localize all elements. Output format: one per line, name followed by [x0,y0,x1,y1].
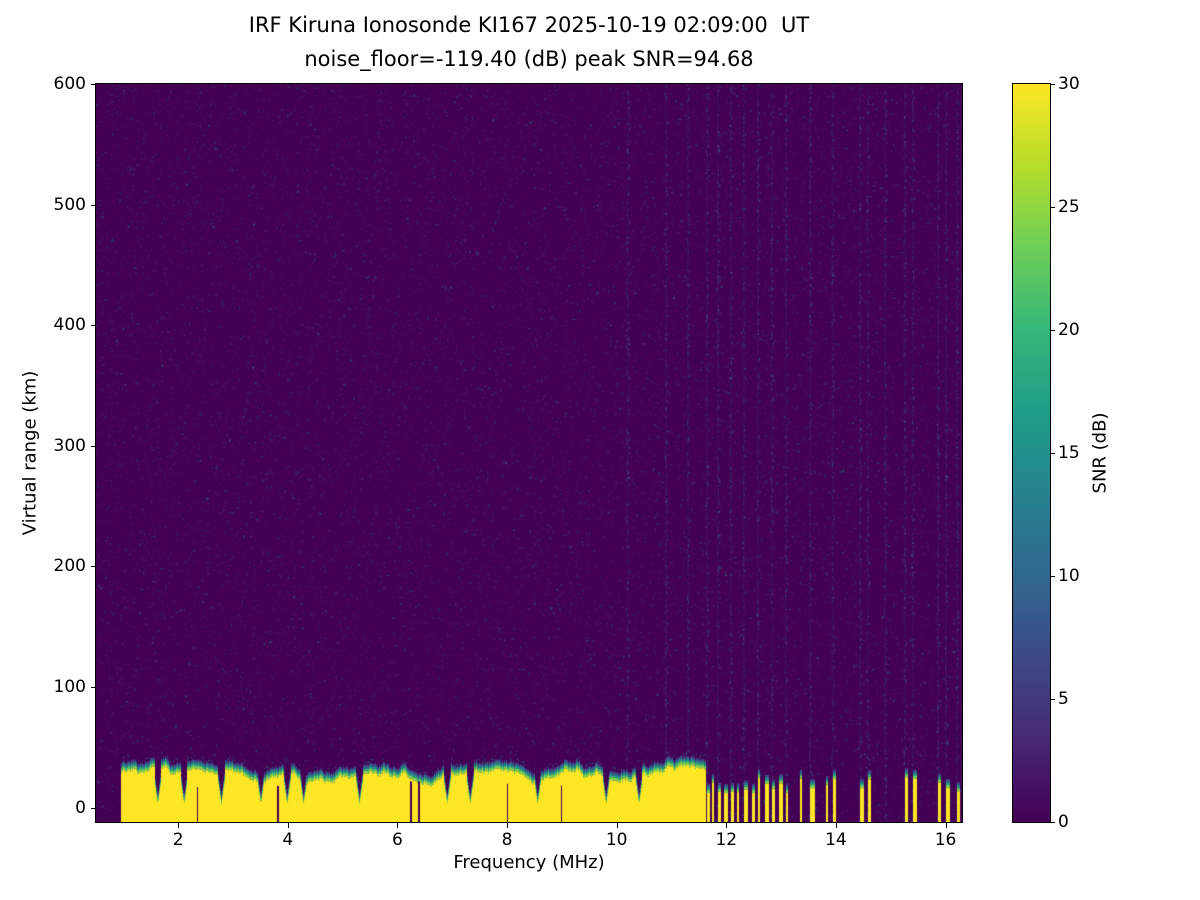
x-tick [287,823,289,828]
y-tick-label: 200 [53,556,86,577]
y-tick [91,807,96,809]
heatmap-canvas [96,84,962,822]
x-tick [616,823,618,828]
colorbar-tick [1050,822,1055,823]
x-tick-label: 6 [392,830,403,850]
colorbar-gradient [1013,84,1050,822]
x-tick-label: 2 [172,830,184,850]
colorbar-tick-label: 20 [1058,320,1080,340]
x-tick-label: 10 [605,830,628,850]
colorbar-tick [1050,576,1055,577]
x-tick-label: 4 [282,830,294,850]
x-tick [178,823,180,828]
y-tick [91,84,96,85]
x-tick [835,823,837,828]
x-tick [397,823,399,828]
x-tick-label: 12 [715,830,738,850]
colorbar-tick [1050,84,1055,85]
x-tick [726,823,728,828]
y-tick-label: 0 [75,797,86,818]
colorbar-tick-label: 15 [1058,443,1080,463]
colorbar-tick [1050,207,1055,208]
chart-subtitle: noise_floor=-119.40 (dB) peak SNR=94.68 [304,47,754,71]
y-tick [91,566,96,568]
y-tick [91,204,96,206]
y-tick [91,445,96,447]
chart-title: IRF Kiruna Ionosonde KI167 2025-10-19 02… [248,13,810,37]
colorbar-tick-label: 25 [1058,197,1080,217]
colorbar-tick-label: 10 [1058,566,1080,586]
colorbar-tick-label: 5 [1058,689,1069,709]
colorbar-tick [1050,699,1055,700]
y-tick [91,686,96,688]
colorbar-tick-label: 0 [1058,812,1069,832]
y-tick-label: 300 [53,435,86,456]
x-tick-label: 8 [501,830,513,850]
plot-frame [95,83,963,823]
y-tick-label: 600 [53,74,86,94]
x-tick-label: 16 [934,830,957,850]
colorbar-tick [1050,453,1055,454]
y-tick-label: 400 [53,315,86,336]
colorbar-tick [1050,330,1055,331]
x-tick [945,823,947,828]
x-tick-label: 14 [825,830,847,850]
colorbar-tick-label: 30 [1058,74,1080,94]
y-tick-label: 100 [53,676,86,697]
x-axis-label: Frequency (MHz) [453,852,605,873]
y-tick-label: 500 [53,194,86,215]
y-tick [91,325,96,327]
x-tick [507,823,509,828]
